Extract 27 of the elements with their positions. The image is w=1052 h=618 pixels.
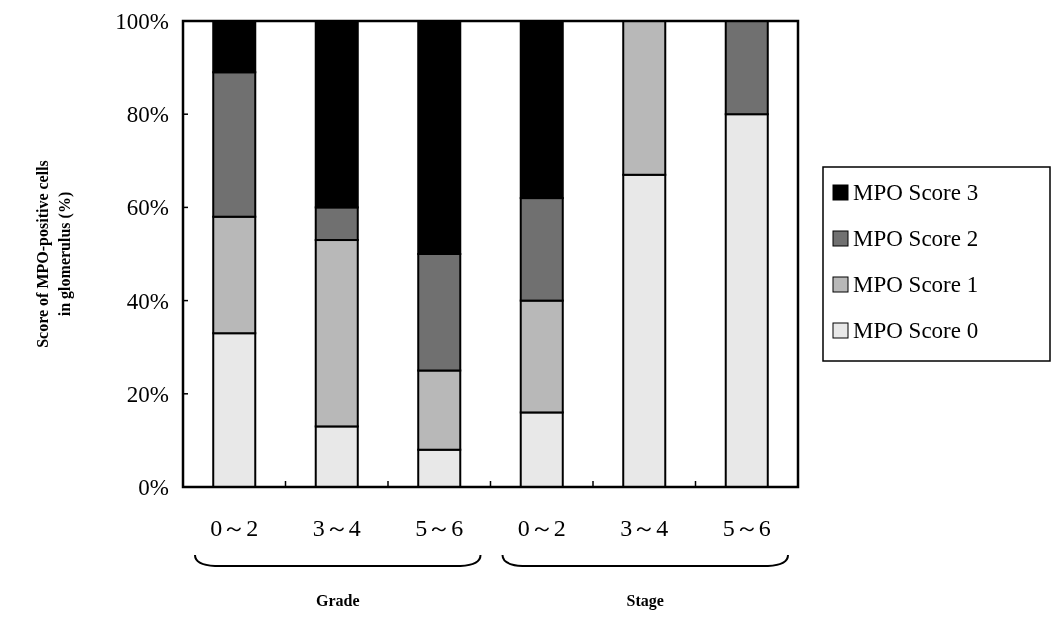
y-tick-label: 60% (126, 195, 169, 221)
bar (314, 239, 359, 428)
bar (519, 299, 564, 414)
y-tick-label: 80% (126, 102, 169, 128)
x-tick-label: 3～4 (312, 515, 361, 541)
bar (519, 197, 564, 302)
bar (314, 206, 359, 242)
x-tick-label: 3～4 (620, 515, 669, 541)
y-tick-label: 0% (138, 475, 169, 500)
x-tick-label: 0～2 (517, 515, 566, 541)
bar (417, 253, 462, 372)
legend-label: MPO Score 1 (853, 272, 979, 297)
legend-label: MPO Score 0 (853, 318, 979, 343)
y-axis-title: Score of MPO-positive cells in glomerulus (%) (34, 160, 74, 348)
text: Stage (626, 592, 664, 610)
y-tick-label: 20% (126, 381, 169, 407)
text: Grade (315, 592, 360, 609)
y-tick-label: 40% (126, 288, 169, 314)
bar (417, 369, 462, 451)
bar (212, 71, 257, 218)
x-tick-label: 0～2 (210, 515, 259, 541)
y-tick-label: 100% (115, 9, 169, 34)
bar (212, 215, 257, 335)
legend-label: MPO Score 2 (853, 226, 979, 251)
x-tick-label: 5～6 (722, 515, 771, 541)
legend-label: MPO Score 3 (853, 180, 979, 205)
x-tick-label: 5～6 (415, 515, 464, 541)
